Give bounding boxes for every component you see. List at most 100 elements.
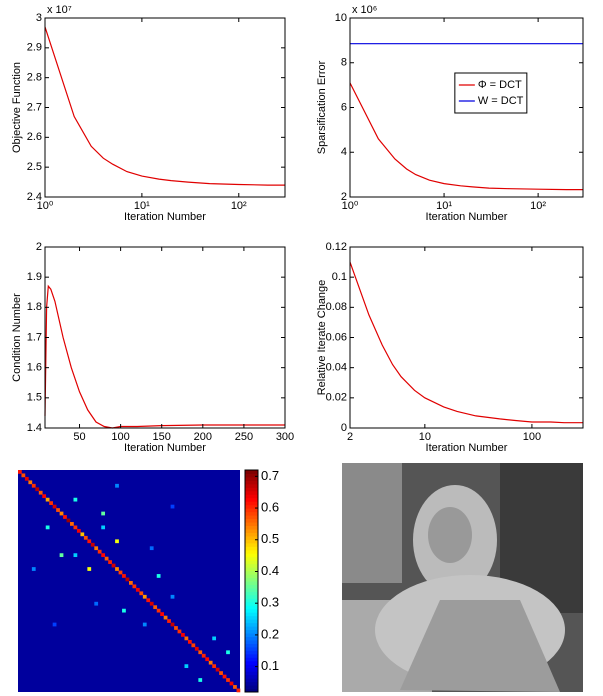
colorbar-segment <box>245 657 258 662</box>
colorbar-segment <box>245 483 258 488</box>
heatmap-cell <box>163 615 168 620</box>
colorbar-segment <box>245 615 258 620</box>
y-tick-label: 1.5 <box>27 392 42 404</box>
heatmap-cell <box>208 660 213 665</box>
colorbar-segment <box>245 584 258 589</box>
colorbar-segment <box>245 591 258 596</box>
colorbar-segment <box>245 608 258 613</box>
colorbar-segment <box>245 560 258 565</box>
x-tick-label: 10⁰ <box>342 200 359 212</box>
colorbar-segment <box>245 525 258 530</box>
colorbar-tick-label: 0.4 <box>261 563 279 578</box>
colorbar-segment <box>245 470 258 474</box>
heatmap-cell <box>174 626 178 630</box>
heatmap-cell <box>229 681 234 686</box>
y-tick-label: 2.8 <box>27 72 42 84</box>
colorbar-segment <box>245 515 258 520</box>
colorbar-segment <box>245 581 258 585</box>
heatmap-cell <box>170 504 175 509</box>
heatmap-cell <box>115 567 119 571</box>
y-tick-label: 2.7 <box>27 101 42 113</box>
x-axis-label: Iteration Number <box>426 211 508 223</box>
x-tick-label: 100 <box>111 431 129 443</box>
heatmap-cell <box>236 688 241 693</box>
heatmap-cell <box>205 657 210 662</box>
heatmap-cell <box>52 504 57 509</box>
heatmap-cell <box>49 501 53 505</box>
y-tick-label: 1.8 <box>27 301 42 313</box>
heatmap-cell <box>226 678 230 682</box>
heatmap-cell <box>101 553 106 558</box>
colorbar-segment <box>245 605 258 610</box>
heatmap-cell <box>52 622 57 627</box>
legend-label: Φ = DCT <box>478 79 522 91</box>
y-tick-label: 0.1 <box>332 271 347 283</box>
colorbar-segment <box>245 532 258 537</box>
colorbar-segment <box>245 546 258 551</box>
heatmap-cell <box>142 594 147 599</box>
heatmap-cell <box>125 577 130 582</box>
colorbar-segment <box>245 646 258 651</box>
heatmap-cell <box>212 664 217 669</box>
line-series <box>44 284 285 429</box>
x-tick-label: 10² <box>231 200 247 212</box>
colorbar-segment <box>245 476 258 481</box>
heatmap-cell <box>80 532 85 537</box>
colorbar-segment <box>245 633 258 637</box>
heatmap-cell <box>201 653 206 658</box>
axis-multiplier: x 10⁷ <box>47 4 72 16</box>
axis-multiplier: x 10⁶ <box>352 4 377 16</box>
heatmap-cell <box>56 508 60 512</box>
heatmap-cell <box>191 643 196 648</box>
x-tick-label: 10² <box>530 200 546 212</box>
colorbar-segment <box>245 612 258 617</box>
legend-label: W = DCT <box>478 95 524 107</box>
y-axis-label: Sparsification Error <box>316 60 328 154</box>
heatmap-cell <box>135 587 140 592</box>
heatmap-cell <box>142 622 147 627</box>
y-tick-label: 2.9 <box>27 42 42 54</box>
line-series <box>44 26 285 186</box>
colorbar-segment <box>245 487 258 492</box>
heatmap-cell <box>87 539 92 544</box>
heatmap-cell <box>101 511 106 516</box>
colorbar-segment <box>245 535 258 540</box>
colorbar-tick-label: 0.5 <box>261 531 279 546</box>
colorbar-tick-label: 0.2 <box>261 626 279 641</box>
heatmap-cell <box>226 650 230 655</box>
heatmap-cell <box>212 636 217 641</box>
colorbar-segment <box>245 688 258 693</box>
heatmap-cell <box>146 598 151 603</box>
heatmap-cell <box>38 490 43 495</box>
y-tick-label: 2.5 <box>27 161 42 173</box>
colorbar-segment <box>245 685 258 690</box>
heatmap-cell <box>66 518 71 523</box>
heatmap-cell <box>73 497 78 502</box>
colorbar-segment <box>245 504 258 509</box>
heatmap-cell <box>42 494 47 499</box>
axes-frame <box>349 246 584 429</box>
x-tick-label: 250 <box>235 431 253 443</box>
colorbar-segment <box>245 660 258 665</box>
colorbar-segment <box>245 549 258 554</box>
heatmap-cell <box>222 674 227 679</box>
y-tick-label: 0.12 <box>326 241 347 253</box>
colorbar-segment <box>245 574 258 579</box>
y-axis-label: Condition Number <box>11 293 23 382</box>
x-axis-label: Iteration Number <box>124 211 206 223</box>
y-tick-label: 1.4 <box>27 422 42 434</box>
axes-frame <box>44 246 286 429</box>
x-tick-label: 10 <box>419 431 431 443</box>
colorbar-tick-label: 0.7 <box>261 468 279 483</box>
y-tick-label: 10 <box>335 12 347 24</box>
heatmap-cell <box>187 639 192 644</box>
heatmap-cell <box>101 525 106 530</box>
heatmap-cell <box>170 594 175 599</box>
colorbar-segment <box>245 681 258 686</box>
y-tick-label: 2 <box>341 191 347 203</box>
colorbar-segment <box>245 619 258 624</box>
heatmap-cell <box>160 612 164 616</box>
colorbar-segment <box>245 570 258 575</box>
colorbar-segment <box>245 539 258 544</box>
